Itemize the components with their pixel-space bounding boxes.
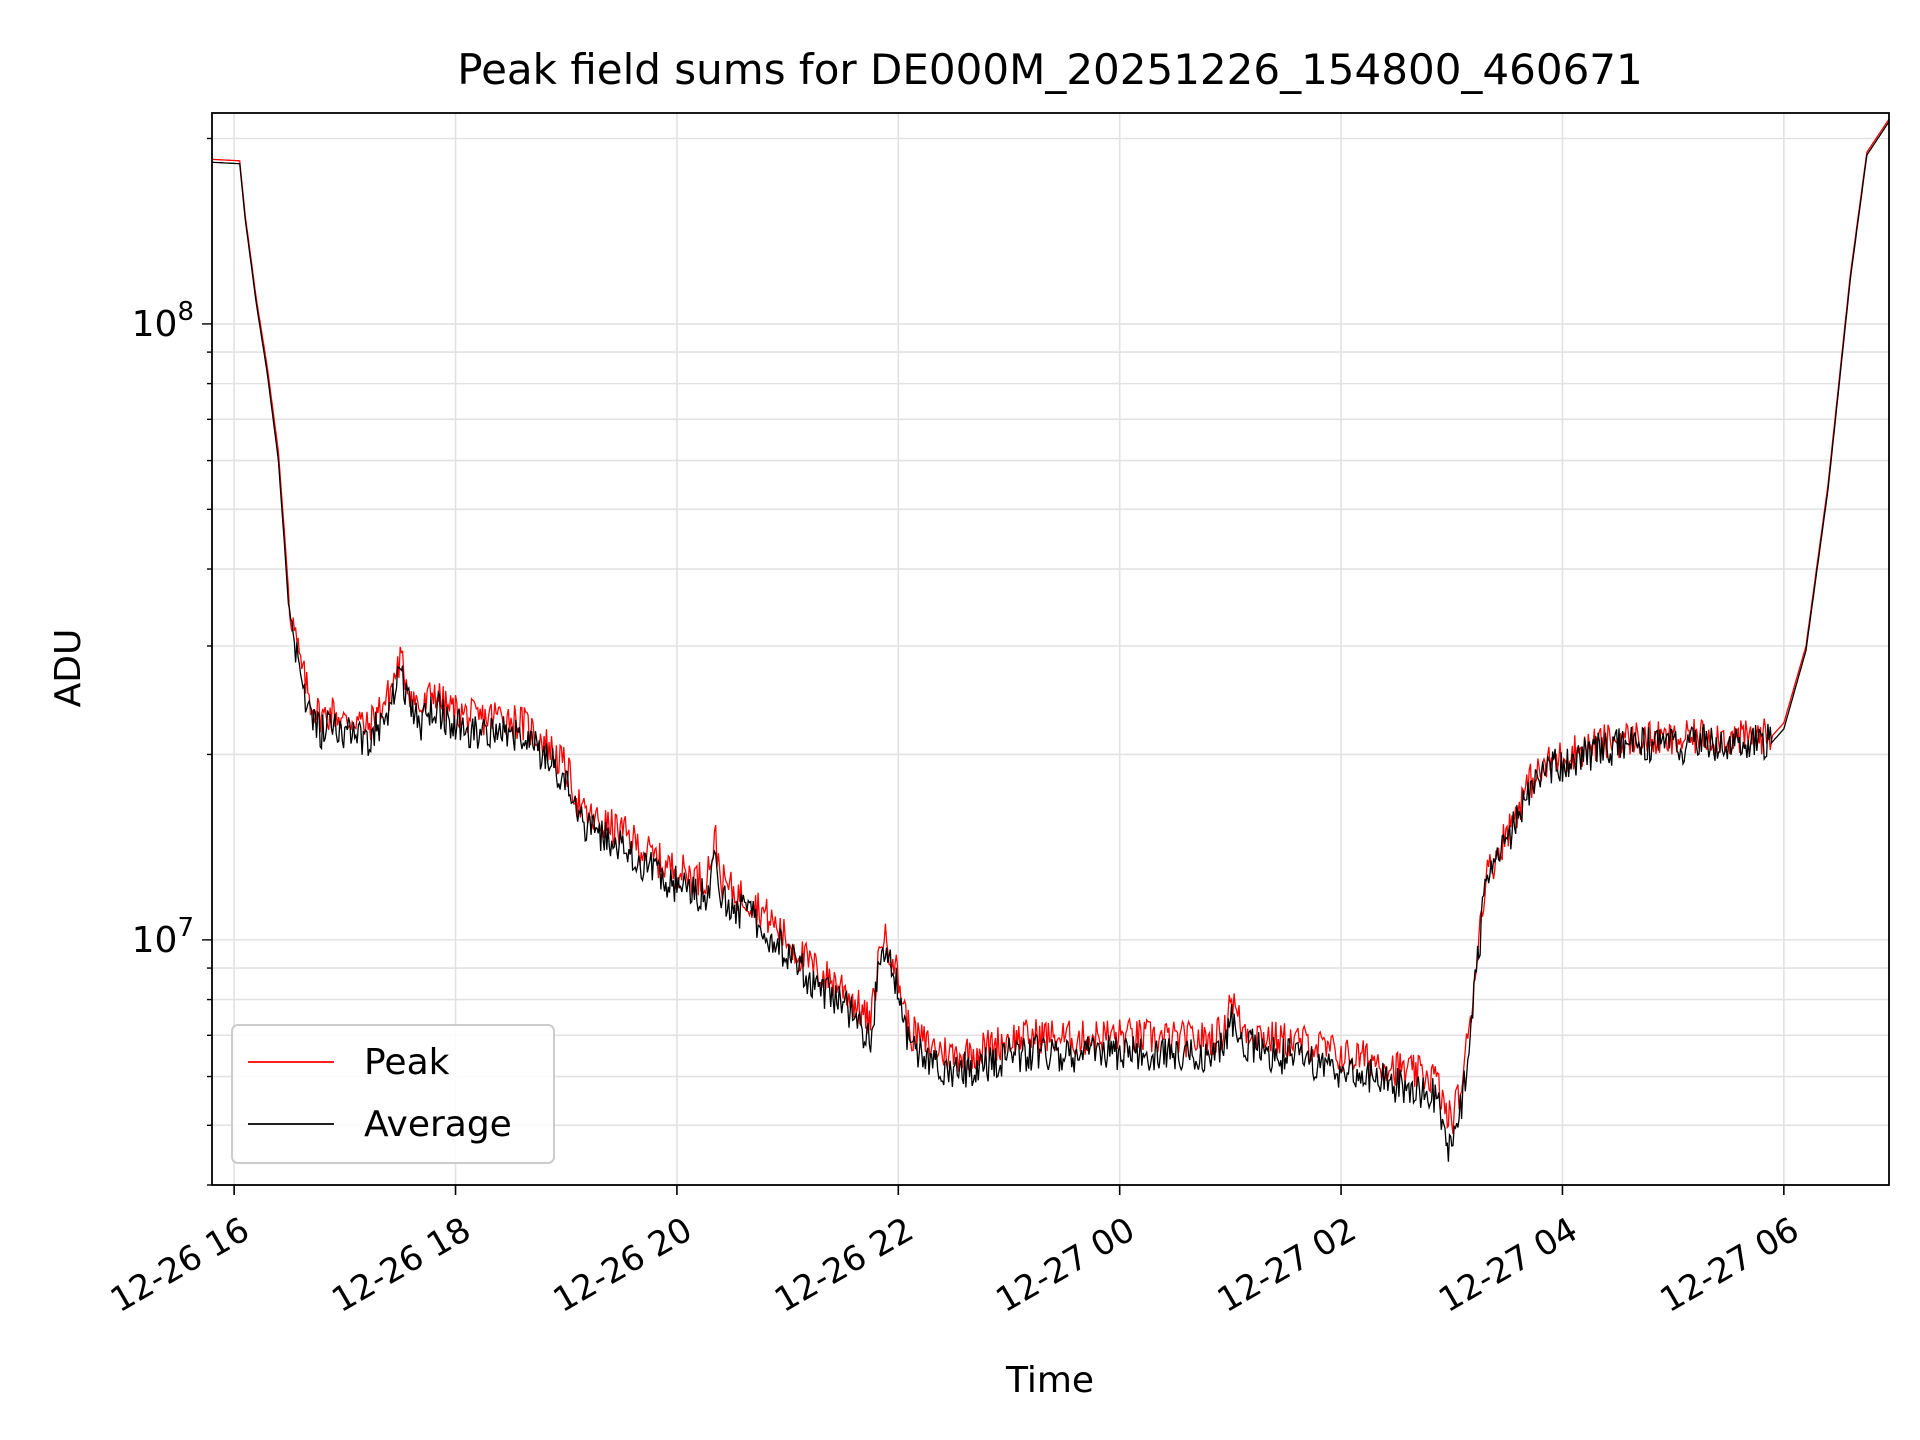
average-series-line bbox=[212, 121, 1889, 1162]
y-tick-label: 108 bbox=[132, 297, 194, 345]
legend: Peak Average bbox=[231, 1024, 555, 1164]
legend-peak-label: Peak bbox=[364, 1042, 450, 1083]
chart-title: Peak field sums for DE000M_20251226_1548… bbox=[457, 45, 1643, 94]
y-tick-label: 107 bbox=[132, 913, 194, 961]
legend-average-label: Average bbox=[364, 1104, 512, 1145]
plot-frame bbox=[211, 112, 1890, 1186]
y-axis-label: ADU bbox=[48, 629, 89, 708]
y-axis: 107 108 bbox=[132, 137, 212, 1186]
peak-series-line bbox=[212, 118, 1889, 1135]
legend-box bbox=[231, 1024, 555, 1164]
x-axis-label: Time bbox=[1005, 1360, 1094, 1401]
series-layer bbox=[212, 118, 1889, 1162]
